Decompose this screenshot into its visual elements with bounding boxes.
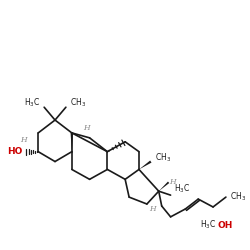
Text: OH: OH	[218, 221, 233, 230]
Text: H: H	[20, 136, 26, 144]
Text: H$_3$C: H$_3$C	[200, 219, 216, 231]
Polygon shape	[70, 133, 73, 152]
Text: CH$_3$: CH$_3$	[70, 96, 86, 108]
Text: H$_3$C: H$_3$C	[24, 96, 40, 108]
Polygon shape	[159, 182, 169, 191]
Text: H: H	[149, 205, 156, 213]
Text: H$_3$C: H$_3$C	[174, 183, 190, 195]
Text: H: H	[83, 124, 89, 132]
Polygon shape	[139, 160, 151, 170]
Text: CH$_3$: CH$_3$	[155, 151, 171, 164]
Text: CH$_3$: CH$_3$	[230, 191, 246, 203]
Text: HO: HO	[7, 147, 22, 156]
Text: H: H	[168, 178, 175, 186]
